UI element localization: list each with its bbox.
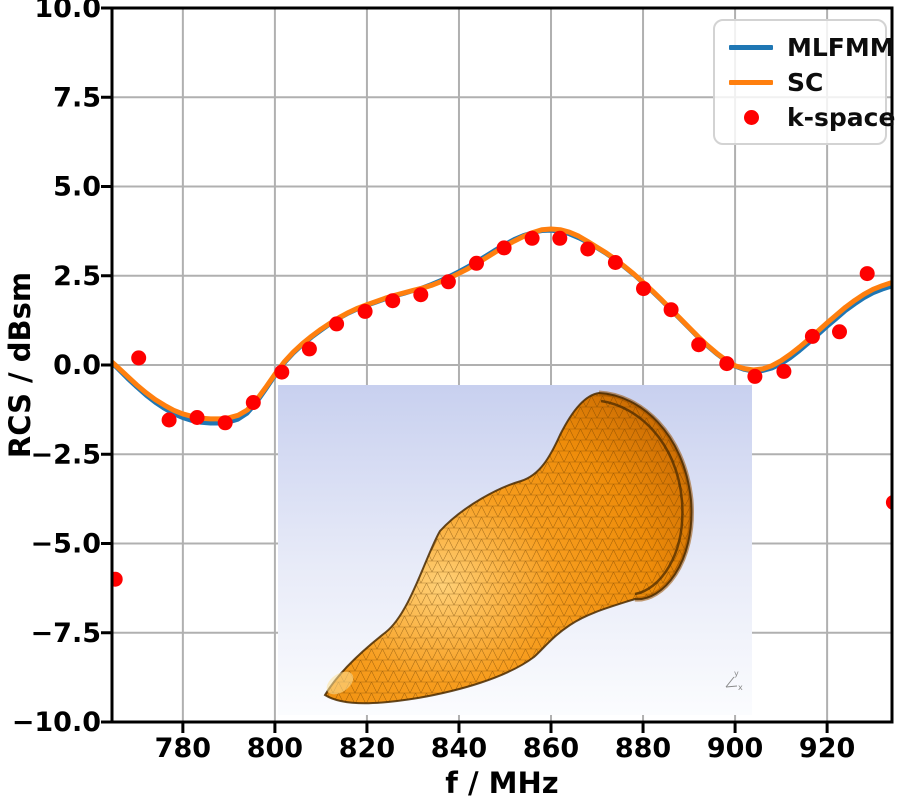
data-point <box>274 364 290 380</box>
data-point <box>217 415 233 431</box>
data-point <box>440 274 456 290</box>
inset-axis-triad-icon: yx <box>725 669 743 692</box>
y-tick-label: −2.5 <box>31 439 101 470</box>
plot-legend: MLFMM SC k-space <box>713 19 895 145</box>
data-point <box>131 350 147 366</box>
cone-outline <box>323 391 693 705</box>
x-tick-label: 820 <box>339 733 395 764</box>
data-point <box>329 316 345 332</box>
data-point <box>552 230 568 246</box>
data-series-layer <box>112 226 892 587</box>
legend-label-kspace: k-space <box>787 102 896 132</box>
data-point <box>580 241 596 257</box>
data-point <box>189 410 205 425</box>
scatter-k-space <box>112 230 892 587</box>
data-point <box>413 287 429 303</box>
data-point <box>607 255 623 270</box>
data-point <box>832 324 847 340</box>
svg-text:y: y <box>734 669 739 678</box>
data-point <box>524 230 540 246</box>
data-point <box>161 412 177 428</box>
inset-target-mesh-image: yx <box>278 385 752 715</box>
kspace-dot-swatch-icon <box>725 109 777 125</box>
legend-item-mlfmm: MLFMM <box>725 30 895 64</box>
data-point <box>112 571 123 587</box>
data-point <box>719 356 735 372</box>
x-axis-label: f / MHz <box>445 766 558 800</box>
legend-label-sc: SC <box>787 67 824 97</box>
cone-base-rim-line <box>600 399 684 596</box>
y-tick-label: 0.0 <box>53 350 101 381</box>
cone-nose-highlight <box>326 671 354 695</box>
x-tick-label: 900 <box>707 733 763 764</box>
legend-label-mlfmm: MLFMM <box>787 32 895 62</box>
tick-marks <box>101 6 829 733</box>
x-tick-label: 840 <box>431 733 487 764</box>
y-tick-label: −10.0 <box>12 707 101 738</box>
y-tick-label: 2.5 <box>53 261 101 292</box>
data-point <box>496 240 512 256</box>
data-point <box>885 495 892 510</box>
data-point <box>663 302 679 318</box>
data-point <box>245 395 261 410</box>
data-point <box>357 303 373 319</box>
svg-text:x: x <box>738 683 743 692</box>
cone-mesh-overlay <box>325 393 692 704</box>
data-point <box>776 363 792 379</box>
data-point <box>747 368 763 384</box>
x-tick-label: 880 <box>615 733 671 764</box>
y-tick-label: −5.0 <box>31 529 101 560</box>
x-tick-label: 920 <box>799 733 855 764</box>
y-tick-label: −7.5 <box>31 618 101 649</box>
data-point <box>301 341 317 357</box>
sc-line-swatch-icon <box>725 79 777 85</box>
mlfmm-line-swatch-icon <box>725 44 777 50</box>
x-tick-label: 860 <box>523 733 579 764</box>
y-axis-label: RCS / dBsm <box>3 272 37 458</box>
legend-item-kspace: k-space <box>725 100 895 134</box>
y-tick-label: 7.5 <box>53 82 101 113</box>
y-tick-label: 5.0 <box>53 172 101 203</box>
data-point <box>859 266 875 282</box>
data-point <box>804 328 820 344</box>
data-point <box>385 293 401 309</box>
data-point <box>469 255 484 271</box>
legend-item-sc: SC <box>725 65 873 99</box>
x-tick-label: 780 <box>155 733 211 764</box>
x-tick-label: 800 <box>247 733 303 764</box>
y-tick-label: 10.0 <box>34 0 101 24</box>
data-point <box>636 281 651 297</box>
data-point <box>691 337 707 353</box>
